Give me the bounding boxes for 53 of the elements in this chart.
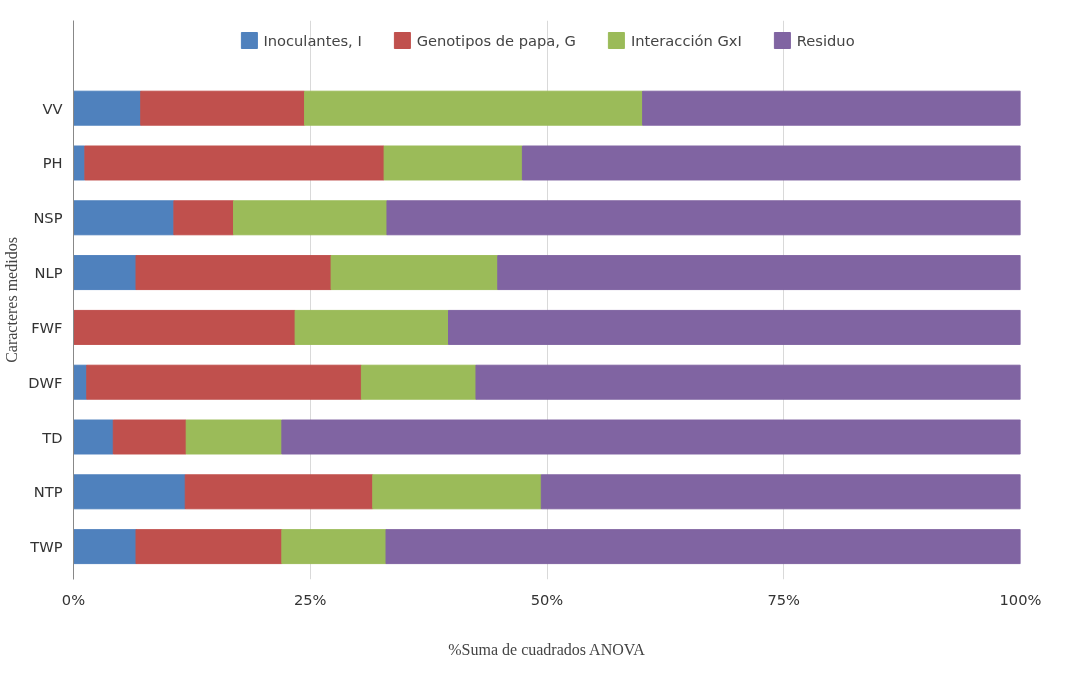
y-tick-label: NSP — [33, 209, 63, 227]
y-tick-label: PH — [42, 154, 63, 172]
legend-label: Genotipos de papa, G — [416, 31, 576, 49]
bar — [281, 419, 1021, 455]
bar — [360, 364, 477, 400]
bar — [233, 200, 388, 236]
bar — [184, 474, 374, 510]
bar — [73, 200, 175, 236]
x-tick-label: 100% — [999, 590, 1042, 608]
y-tick-label: FWF — [31, 318, 63, 336]
bar — [385, 529, 1021, 565]
bar — [294, 309, 450, 345]
bar — [84, 145, 385, 181]
bar — [140, 90, 306, 126]
legend-label: Inoculantes, I — [263, 31, 362, 49]
bar — [135, 529, 283, 565]
legend-label: Interacción GxI — [630, 31, 742, 49]
x-tick-label: 0% — [61, 590, 86, 608]
bar — [383, 145, 523, 181]
y-tick-label: TD — [41, 428, 63, 446]
bar — [475, 364, 1021, 400]
bar — [386, 200, 1021, 236]
bar — [73, 90, 142, 126]
bar — [642, 90, 1021, 126]
bar — [73, 309, 296, 345]
bar — [173, 200, 235, 236]
bar — [497, 255, 1021, 291]
y-tick-label: TWP — [29, 538, 63, 556]
bar — [540, 474, 1021, 510]
y-tick-label: VV — [42, 99, 63, 117]
x-tick-label: 50% — [530, 590, 564, 608]
bar — [73, 419, 114, 455]
bar — [372, 474, 542, 510]
bar — [73, 529, 137, 565]
y-tick-label: NTP — [33, 483, 63, 501]
bar — [185, 419, 283, 455]
y-tick-label: NLP — [34, 264, 63, 282]
x-axis-title: %Suma de cuadrados ANOVA — [448, 640, 646, 658]
bar — [73, 255, 137, 291]
y-axis-title: Caracteres medidos — [3, 237, 21, 363]
bar — [112, 419, 187, 455]
bar — [86, 364, 362, 400]
bar — [73, 474, 186, 510]
y-tick-label: DWF — [28, 373, 63, 391]
x-tick-label: 25% — [293, 590, 327, 608]
bar — [448, 309, 1021, 345]
bar — [135, 255, 332, 291]
bar — [521, 145, 1021, 181]
x-tick-label: 75% — [767, 590, 801, 608]
bar — [281, 529, 387, 565]
legend-label: Residuo — [796, 31, 855, 49]
bar — [304, 90, 644, 126]
bar — [330, 255, 499, 291]
